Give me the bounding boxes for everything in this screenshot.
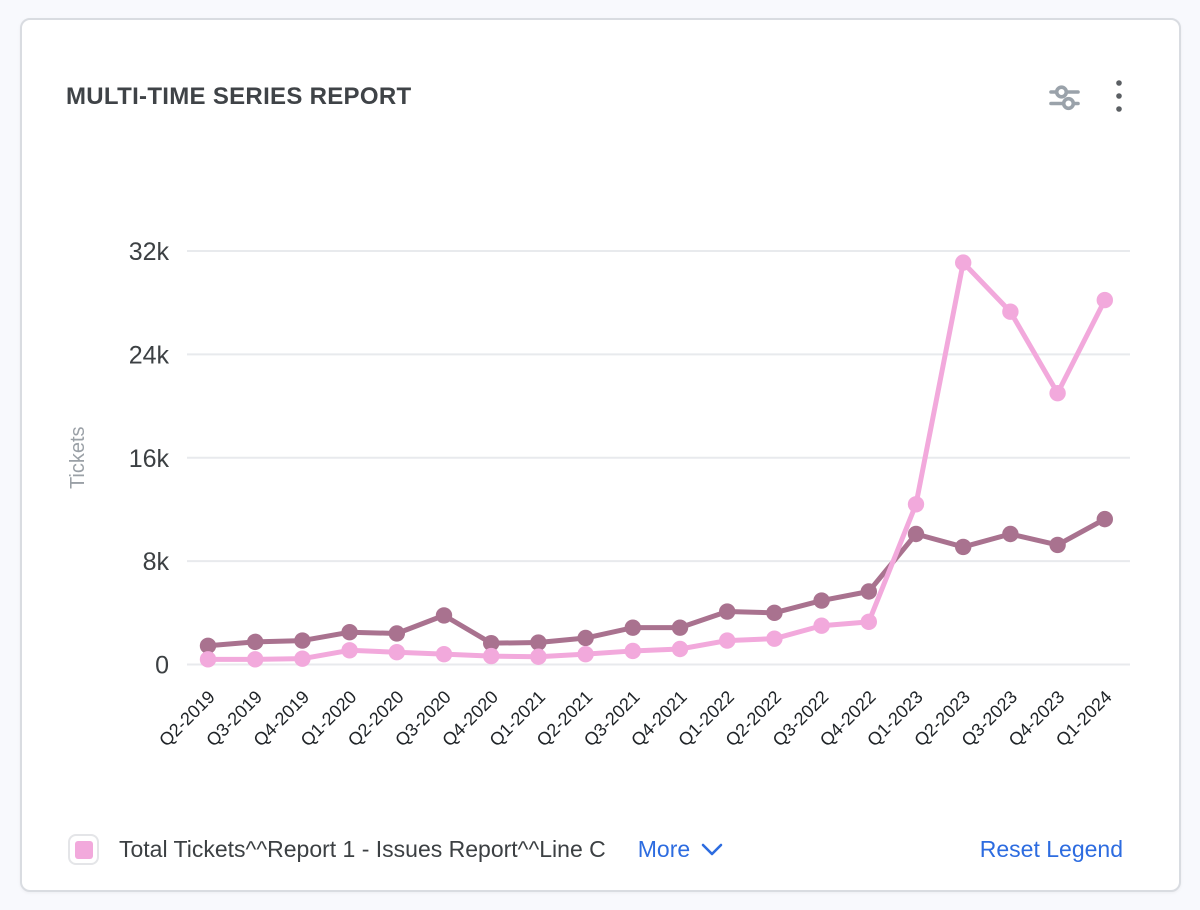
header-actions: [1044, 76, 1127, 118]
kebab-menu-icon: [1116, 80, 1122, 112]
chevron-down-icon: [701, 843, 723, 855]
legend-swatch: [74, 840, 93, 859]
sliders-icon: [1049, 84, 1080, 110]
more-menu-button[interactable]: [1111, 76, 1127, 118]
chart-settings-button[interactable]: [1044, 77, 1085, 118]
legend-swatch-box: [68, 834, 99, 865]
legend-more-link[interactable]: More: [638, 836, 724, 863]
report-card: MULTI-TIME SERIES REPORT: [20, 18, 1181, 892]
card-header: MULTI-TIME SERIES REPORT: [22, 20, 1179, 118]
legend-item-label: Total Tickets^^Report 1 - Issues Report^…: [119, 836, 606, 862]
svg-text:32k: 32k: [129, 238, 170, 266]
svg-text:Tickets: Tickets: [67, 426, 89, 489]
legend-item-total-tickets[interactable]: Total Tickets^^Report 1 - Issues Report^…: [68, 834, 606, 865]
svg-text:0: 0: [155, 652, 169, 680]
line-chart: 08k16k24k32kTicketsQ2-2019Q3-2019Q4-2019…: [67, 238, 1130, 750]
svg-text:24k: 24k: [129, 341, 170, 369]
legend: Total Tickets^^Report 1 - Issues Report^…: [68, 834, 1123, 865]
reset-legend-link[interactable]: Reset Legend: [979, 836, 1123, 862]
page-title: MULTI-TIME SERIES REPORT: [66, 83, 412, 110]
svg-text:8k: 8k: [143, 548, 170, 576]
more-link-label: More: [637, 836, 691, 862]
svg-text:16k: 16k: [129, 445, 170, 473]
